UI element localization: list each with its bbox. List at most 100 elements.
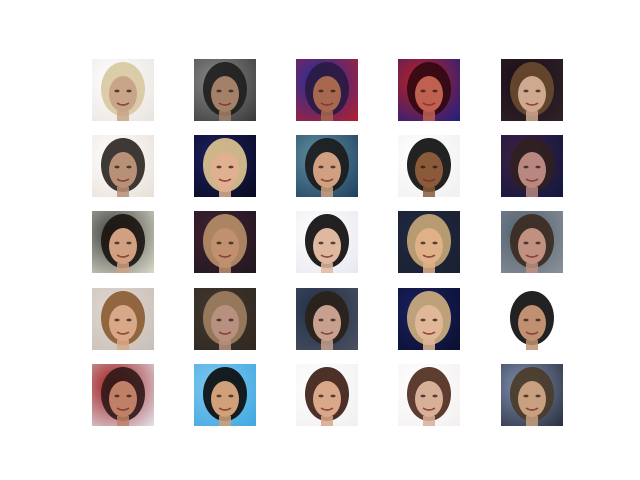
mouth-region bbox=[218, 178, 232, 182]
mouth-region bbox=[525, 331, 539, 335]
face-portrait-image bbox=[501, 135, 563, 197]
mouth-region bbox=[422, 254, 436, 258]
generated-face-tile bbox=[92, 364, 154, 426]
face-region bbox=[313, 305, 341, 341]
face-portrait-image bbox=[296, 211, 358, 273]
face-region bbox=[109, 228, 137, 264]
mouth-region bbox=[218, 102, 232, 106]
face-region bbox=[313, 152, 341, 188]
mouth-region bbox=[116, 254, 130, 258]
mouth-region bbox=[218, 407, 232, 411]
face-portrait-image bbox=[296, 135, 358, 197]
face-region bbox=[518, 228, 546, 264]
neck-region bbox=[219, 111, 231, 121]
eye-region bbox=[126, 165, 132, 169]
eye-region bbox=[216, 89, 222, 93]
generated-face-tile bbox=[296, 59, 358, 121]
generated-face-tile bbox=[194, 135, 256, 197]
face-portrait-image bbox=[398, 59, 460, 121]
eye-region bbox=[535, 165, 541, 169]
eye-region bbox=[114, 89, 120, 93]
face-region bbox=[211, 152, 239, 188]
generated-face-tile bbox=[398, 211, 460, 273]
mouth-region bbox=[320, 102, 334, 106]
neck-region bbox=[117, 416, 129, 426]
face-portrait-image bbox=[398, 288, 460, 350]
mouth-region bbox=[116, 407, 130, 411]
face-region bbox=[415, 152, 443, 188]
eye-region bbox=[318, 165, 324, 169]
face-region bbox=[109, 381, 137, 417]
face-region bbox=[518, 76, 546, 112]
face-portrait-image bbox=[92, 288, 154, 350]
mouth-region bbox=[320, 331, 334, 335]
mouth-region bbox=[525, 102, 539, 106]
neck-region bbox=[321, 263, 333, 273]
generated-face-tile bbox=[296, 288, 358, 350]
eye-region bbox=[318, 89, 324, 93]
generated-face-tile bbox=[501, 288, 563, 350]
face-portrait-image bbox=[92, 211, 154, 273]
face-portrait-image bbox=[296, 59, 358, 121]
generated-face-tile bbox=[296, 135, 358, 197]
eye-region bbox=[420, 241, 426, 245]
mouth-region bbox=[422, 102, 436, 106]
eye-region bbox=[228, 89, 234, 93]
generated-face-tile bbox=[398, 288, 460, 350]
eye-region bbox=[535, 241, 541, 245]
eye-region bbox=[228, 241, 234, 245]
generated-face-tile bbox=[92, 288, 154, 350]
eye-region bbox=[420, 165, 426, 169]
face-region bbox=[313, 228, 341, 264]
face-portrait-image bbox=[398, 211, 460, 273]
face-portrait-image bbox=[92, 135, 154, 197]
eye-region bbox=[216, 318, 222, 322]
eye-region bbox=[330, 241, 336, 245]
generated-face-tile bbox=[501, 135, 563, 197]
eye-region bbox=[535, 394, 541, 398]
eye-region bbox=[535, 318, 541, 322]
generated-face-tile bbox=[501, 59, 563, 121]
eye-region bbox=[114, 165, 120, 169]
mouth-region bbox=[320, 178, 334, 182]
eye-region bbox=[228, 318, 234, 322]
eye-region bbox=[330, 318, 336, 322]
eye-region bbox=[523, 165, 529, 169]
face-region bbox=[211, 381, 239, 417]
eye-region bbox=[523, 318, 529, 322]
face-portrait-image bbox=[501, 364, 563, 426]
neck-region bbox=[117, 340, 129, 350]
generated-face-tile bbox=[296, 364, 358, 426]
mouth-region bbox=[525, 407, 539, 411]
mouth-region bbox=[116, 331, 130, 335]
mouth-region bbox=[218, 331, 232, 335]
neck-region bbox=[526, 340, 538, 350]
face-region bbox=[518, 152, 546, 188]
face-region bbox=[518, 381, 546, 417]
generated-face-tile bbox=[194, 364, 256, 426]
eye-region bbox=[228, 394, 234, 398]
face-region bbox=[313, 76, 341, 112]
eye-region bbox=[126, 318, 132, 322]
neck-region bbox=[526, 187, 538, 197]
face-region bbox=[415, 305, 443, 341]
eye-region bbox=[114, 394, 120, 398]
mouth-region bbox=[116, 102, 130, 106]
neck-region bbox=[526, 263, 538, 273]
generated-face-tile bbox=[194, 211, 256, 273]
eye-region bbox=[114, 318, 120, 322]
eye-region bbox=[228, 165, 234, 169]
neck-region bbox=[117, 187, 129, 197]
eye-region bbox=[432, 241, 438, 245]
mouth-region bbox=[116, 178, 130, 182]
neck-region bbox=[526, 416, 538, 426]
eye-region bbox=[216, 241, 222, 245]
neck-region bbox=[423, 340, 435, 350]
face-portrait-image bbox=[501, 288, 563, 350]
neck-region bbox=[219, 187, 231, 197]
face-region bbox=[415, 76, 443, 112]
eye-region bbox=[126, 241, 132, 245]
face-region bbox=[109, 305, 137, 341]
eye-region bbox=[318, 241, 324, 245]
